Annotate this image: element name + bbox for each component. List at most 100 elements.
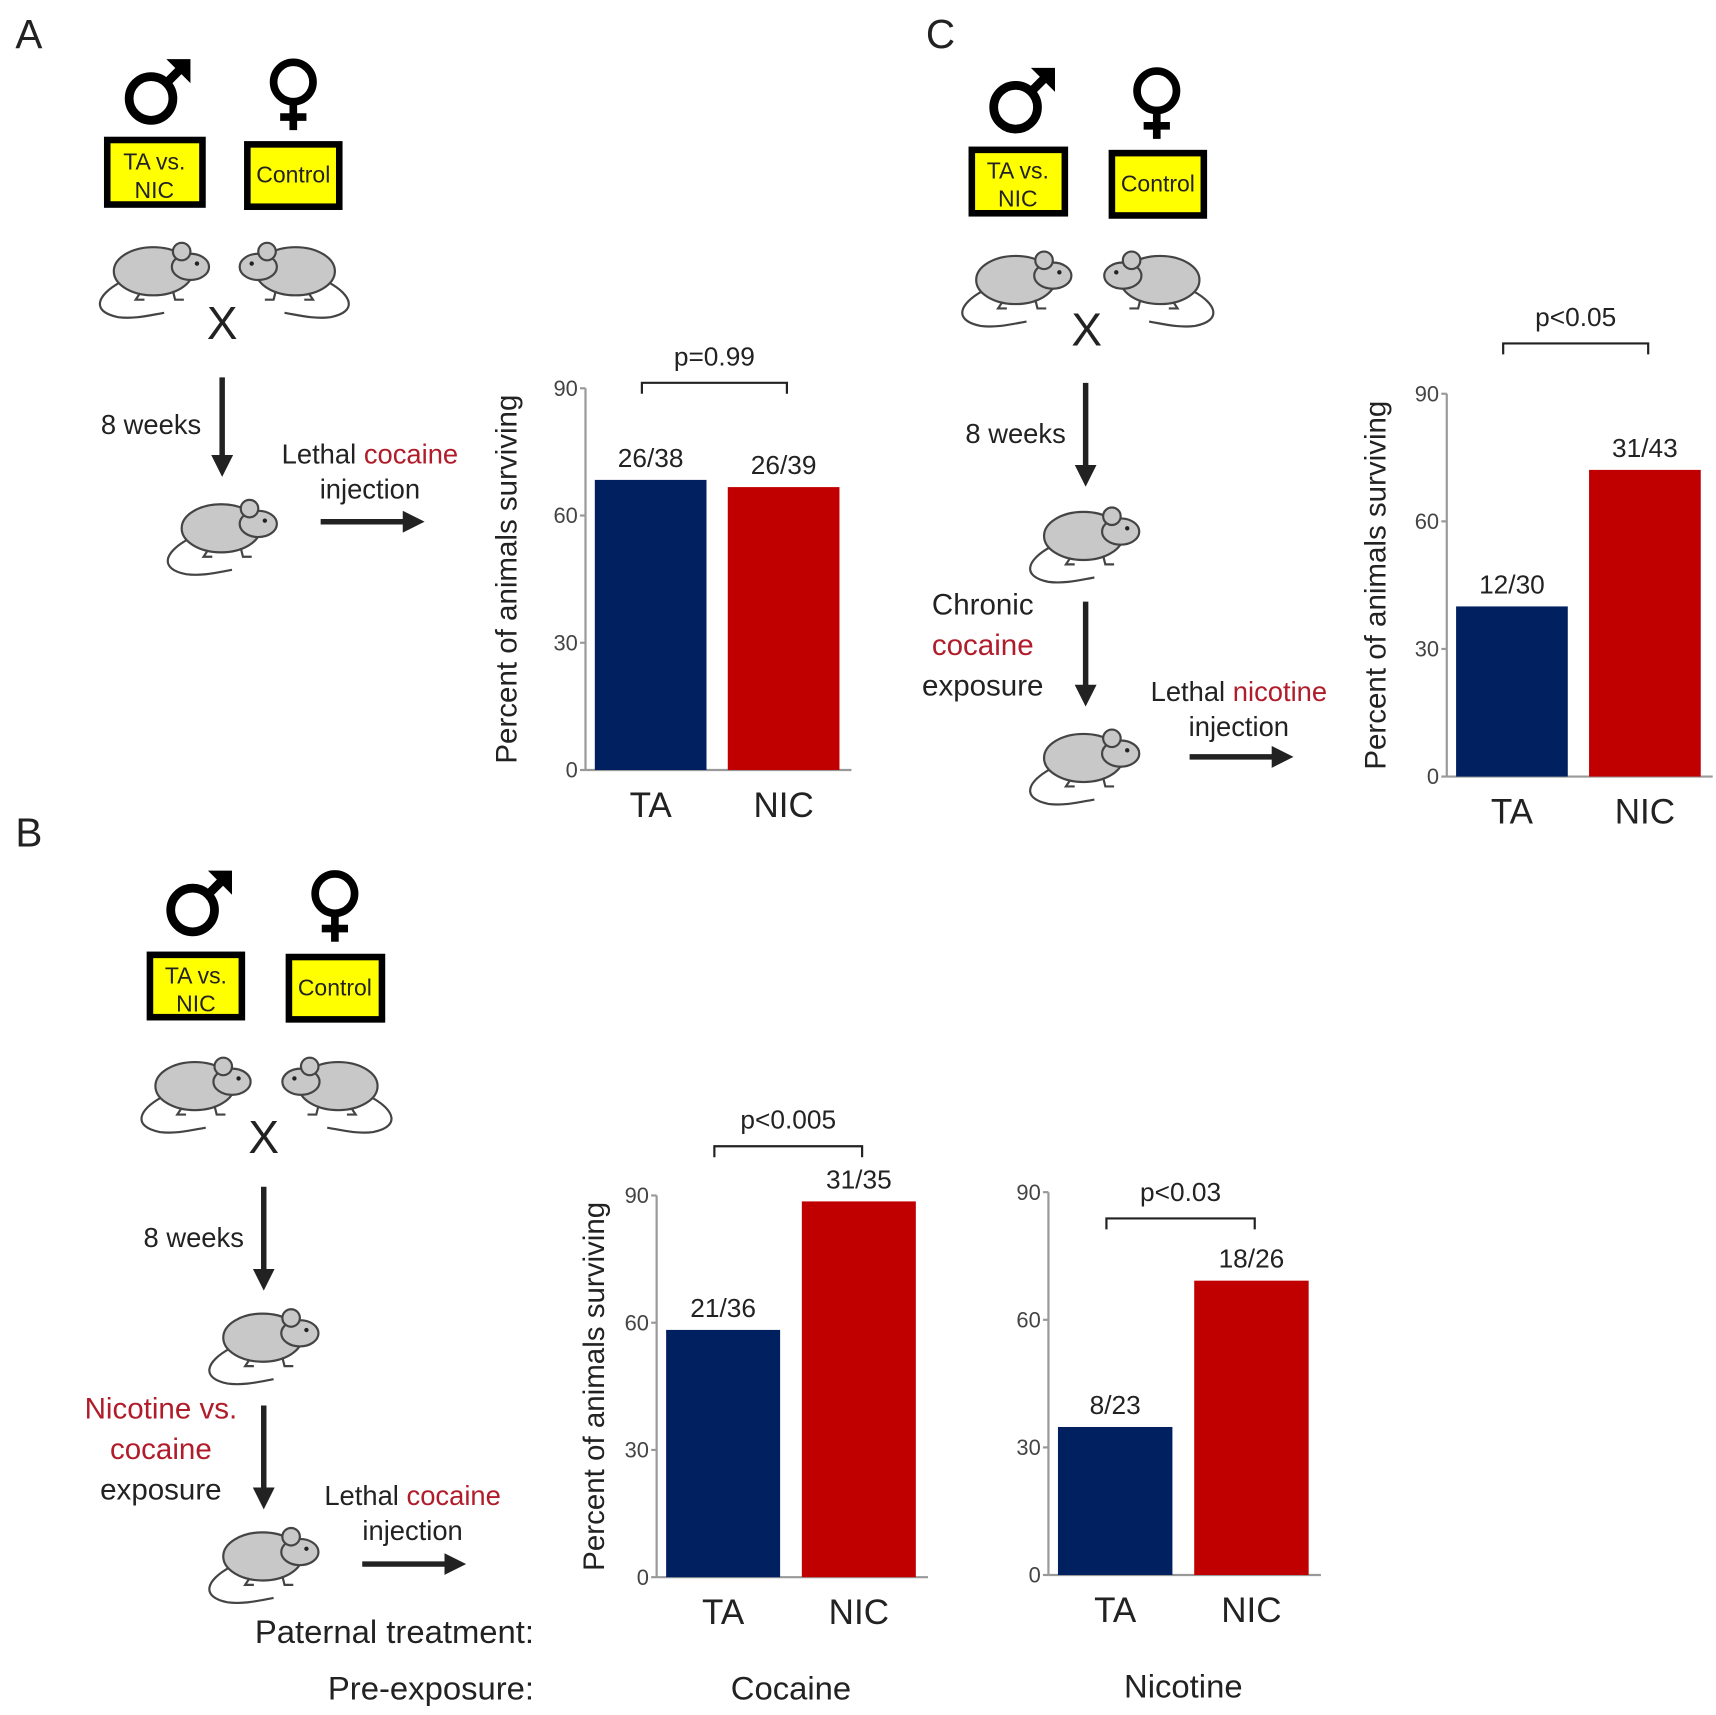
y-tick-label: 90 bbox=[625, 1183, 649, 1208]
x-tick-label: TA bbox=[702, 1593, 745, 1632]
bar bbox=[727, 487, 840, 770]
x-tick-label: TA bbox=[1094, 1591, 1137, 1630]
y-tick-label: 30 bbox=[553, 630, 577, 655]
male-box bbox=[968, 146, 1069, 217]
row-label: Pre-exposure: bbox=[328, 1670, 534, 1707]
mouse bbox=[208, 1526, 320, 1605]
panel-b: B TA vs. NIC Control X 8 weeks Nicotine … bbox=[15, 810, 534, 1707]
female-symbol bbox=[274, 62, 313, 130]
x-tick-label: NIC bbox=[829, 1593, 889, 1632]
y-tick-label: 60 bbox=[553, 503, 577, 528]
y-tick-label: 0 bbox=[566, 758, 578, 783]
step-word: nicotine bbox=[1233, 676, 1327, 707]
step-text: injection bbox=[320, 474, 420, 505]
female-symbol bbox=[315, 874, 354, 942]
male-box bbox=[146, 951, 246, 1021]
step-word: Lethal bbox=[324, 1480, 399, 1511]
male-symbol bbox=[171, 871, 232, 932]
p-value: p<0.05 bbox=[1535, 302, 1616, 332]
y-axis-label: Percent of animals surviving bbox=[578, 1202, 611, 1571]
step-text: Lethal cocaine bbox=[282, 439, 458, 470]
mouse bbox=[98, 241, 211, 319]
y-tick-label: 30 bbox=[1415, 637, 1439, 662]
box-text: Control bbox=[256, 162, 330, 188]
bar bbox=[1589, 469, 1701, 777]
mouse bbox=[140, 1056, 252, 1134]
cross: X bbox=[248, 1111, 279, 1163]
value-label: 31/35 bbox=[826, 1164, 892, 1194]
x-tick-label: NIC bbox=[1221, 1591, 1281, 1630]
interval: 8 weeks bbox=[101, 409, 201, 440]
step-text: injection bbox=[1189, 711, 1289, 742]
mouse bbox=[166, 498, 278, 576]
box-text: NIC bbox=[135, 177, 175, 203]
box-text: TA vs. bbox=[165, 962, 227, 988]
bar bbox=[594, 479, 707, 770]
bar bbox=[1194, 1280, 1309, 1575]
step-word: cocaine bbox=[407, 1480, 501, 1511]
step-word: Lethal bbox=[282, 439, 357, 470]
y-axis-label: Percent of animals surviving bbox=[1359, 401, 1392, 770]
value-label: 8/23 bbox=[1090, 1390, 1141, 1420]
mouse bbox=[281, 1056, 393, 1134]
step-text: Lethal cocaine bbox=[324, 1480, 500, 1511]
value-label: 26/39 bbox=[751, 450, 817, 480]
x-tick-label: TA bbox=[630, 786, 673, 825]
box-text: NIC bbox=[998, 186, 1038, 212]
panel-label: B bbox=[15, 810, 42, 856]
y-tick-label: 60 bbox=[1415, 509, 1439, 534]
y-tick-label: 0 bbox=[1029, 1563, 1041, 1588]
step-text: cocaine bbox=[932, 629, 1034, 662]
value-label: 12/30 bbox=[1479, 569, 1545, 599]
x-tick-label: NIC bbox=[1615, 793, 1675, 832]
x-tick-label: NIC bbox=[753, 786, 813, 825]
y-tick-label: 90 bbox=[553, 376, 577, 401]
bar bbox=[666, 1329, 781, 1578]
female-symbol bbox=[1137, 71, 1176, 139]
value-label: 21/36 bbox=[690, 1293, 756, 1323]
y-tick-label: 0 bbox=[637, 1565, 649, 1590]
x-tick-label: TA bbox=[1491, 793, 1534, 832]
significance-bracket bbox=[713, 1145, 864, 1158]
step-text: Lethal nicotine bbox=[1151, 676, 1327, 707]
step-text: Nicotine vs. bbox=[85, 1393, 238, 1426]
p-value: p<0.03 bbox=[1140, 1177, 1221, 1207]
bar bbox=[801, 1201, 916, 1578]
value-label: 26/38 bbox=[618, 443, 684, 473]
cross: X bbox=[1071, 304, 1102, 356]
step-text: Chronic bbox=[932, 589, 1034, 622]
mouse bbox=[1029, 506, 1141, 584]
x-axis-label: Cocaine bbox=[731, 1670, 851, 1707]
box-text: NIC bbox=[176, 991, 216, 1017]
p-value: p=0.99 bbox=[674, 341, 755, 371]
male-symbol bbox=[994, 68, 1055, 129]
step-text: exposure bbox=[922, 670, 1043, 703]
value-label: 31/43 bbox=[1612, 433, 1678, 463]
value-label: 18/26 bbox=[1219, 1244, 1285, 1274]
step-word: cocaine bbox=[364, 439, 458, 470]
y-tick-label: 0 bbox=[1427, 764, 1439, 789]
significance-bracket bbox=[1502, 342, 1650, 355]
y-tick-label: 60 bbox=[625, 1310, 649, 1335]
box-text: TA vs. bbox=[123, 149, 185, 175]
box-text: TA vs. bbox=[987, 157, 1049, 183]
step-text: injection bbox=[362, 1515, 462, 1546]
significance-bracket bbox=[640, 381, 788, 394]
mouse bbox=[1103, 250, 1215, 328]
y-tick-label: 30 bbox=[625, 1438, 649, 1463]
female-box bbox=[285, 953, 386, 1023]
significance-bracket bbox=[1105, 1217, 1256, 1230]
mouse bbox=[208, 1308, 320, 1386]
box-text: Control bbox=[1121, 170, 1195, 196]
row-label: Paternal treatment: bbox=[255, 1613, 534, 1650]
male-box bbox=[103, 136, 206, 208]
y-tick-label: 90 bbox=[1016, 1180, 1040, 1205]
interval: 8 weeks bbox=[144, 1222, 244, 1253]
bar bbox=[1456, 606, 1568, 777]
panel-a: A TA vs. NIC Control X 8 weeks Lethal coc… bbox=[15, 11, 458, 576]
step-text: exposure bbox=[100, 1474, 221, 1507]
female-box bbox=[244, 141, 343, 210]
y-tick-label: 30 bbox=[1016, 1435, 1040, 1460]
